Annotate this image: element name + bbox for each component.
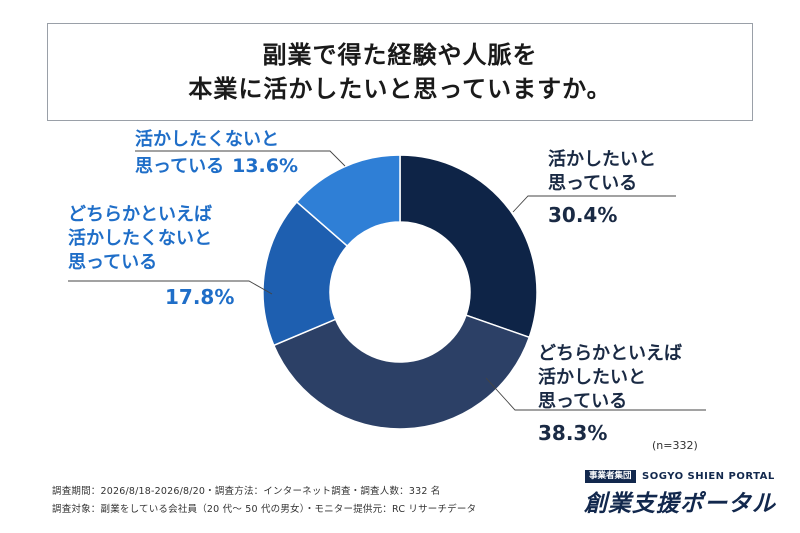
donut-slice-2 xyxy=(272,314,531,430)
slice-label-3-line-1: どちらかといえば xyxy=(68,204,212,225)
slice-label-1-line-2: 思っている xyxy=(548,173,637,194)
leader-line-1 xyxy=(512,195,676,213)
footer-survey-target: 調査対象：副業をしている会社員（20 代〜 50 代の男女）・モニター提供元：R… xyxy=(52,504,477,515)
logo-english-name: SOGYO SHIEN PORTAL xyxy=(642,471,775,482)
leader-line-3 xyxy=(68,280,273,295)
donut-slice-4 xyxy=(295,154,401,248)
footer-survey-period: 調査期間：2026/8/18-2026/8/20・調査方法：インターネット調査・… xyxy=(52,486,441,497)
logo-tag: 事業者集団 xyxy=(585,470,636,483)
logo: 事業者集団 SOGYO SHIEN PORTAL 創業支援ポータル xyxy=(584,470,775,517)
sample-size-label: (n=332) xyxy=(652,439,698,452)
slice-label-4-line-2: 思っている 13.6% xyxy=(135,155,298,177)
slice-label-4-line-1: 活かしたくないと xyxy=(135,128,279,150)
slice-label-1-line-1: 活かしたいと xyxy=(548,148,656,170)
title-box: 副業で得た経験や人脈を 本業に活かしたいと思っていますか。 xyxy=(47,23,753,121)
title-line-1: 副業で得た経験や人脈を xyxy=(262,41,538,69)
slice-value-1: 30.4% xyxy=(548,203,617,227)
slice-label-2-line-2: 活かしたいと xyxy=(538,366,646,388)
title-line-2: 本業に活かしたいと思っていますか。 xyxy=(188,75,612,103)
leader-line-2 xyxy=(485,377,706,411)
slice-label-3-line-2: 活かしたくないと xyxy=(68,227,212,249)
slice-label-2-line-1: どちらかといえば xyxy=(538,343,682,364)
slice-value-3: 17.8% xyxy=(165,285,234,309)
logo-japanese-name: 創業支援ポータル xyxy=(584,491,776,517)
leader-line-4 xyxy=(135,150,346,167)
slice-label-3-line-3: 思っている xyxy=(68,252,157,273)
slice-label-2-line-3: 思っている xyxy=(538,391,627,412)
donut-slice-1 xyxy=(399,154,538,339)
slice-value-4: 13.6% xyxy=(232,155,298,177)
slice-value-2: 38.3% xyxy=(538,421,607,445)
